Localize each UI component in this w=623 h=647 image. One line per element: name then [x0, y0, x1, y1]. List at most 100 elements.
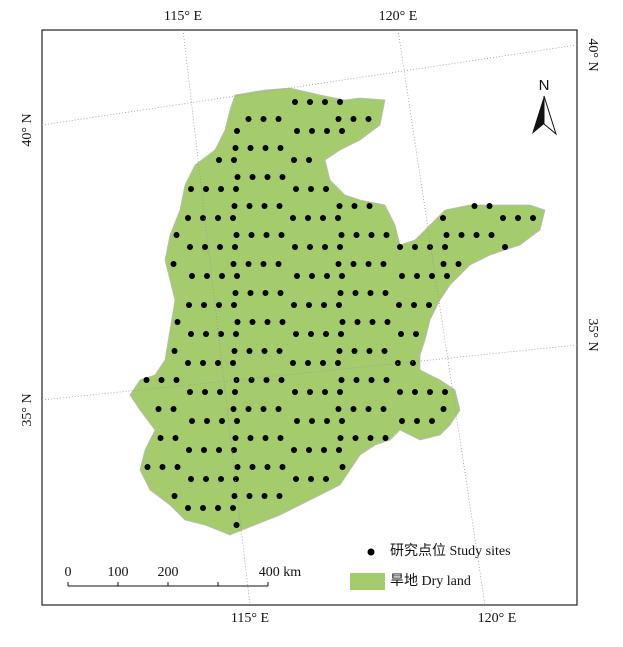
study-site: [336, 302, 342, 308]
study-site: [231, 348, 238, 354]
legend: 研究点位 Study sites 旱地 Dry land: [350, 543, 511, 590]
study-site: [261, 348, 268, 354]
study-site: [411, 302, 417, 308]
study-site: [293, 476, 299, 482]
study-site: [275, 406, 282, 412]
study-site: [338, 232, 345, 238]
study-site: [307, 389, 313, 395]
study-site: [264, 464, 271, 470]
study-site: [188, 186, 194, 192]
study-site: [368, 232, 375, 238]
study-site: [383, 377, 390, 383]
study-site: [324, 273, 330, 279]
study-site: [429, 418, 435, 424]
study-site: [279, 464, 286, 470]
study-site: [187, 389, 193, 395]
study-site: [292, 244, 298, 250]
study-site: [384, 319, 391, 325]
study-site: [261, 493, 268, 499]
scale-label: 400 km: [259, 565, 302, 580]
study-site: [218, 186, 224, 192]
parallel: [41, 44, 578, 126]
study-site: [290, 215, 296, 221]
study-site: [204, 418, 210, 424]
study-site: [189, 273, 195, 279]
study-site: [230, 360, 236, 366]
study-site: [204, 273, 210, 279]
study-site: [383, 232, 390, 238]
scale-label: 0: [65, 565, 72, 580]
study-site: [306, 447, 312, 453]
scale-label: 100: [108, 565, 129, 580]
study-site: [219, 418, 225, 424]
study-site: [365, 116, 372, 122]
study-site: [350, 261, 357, 267]
study-site: [247, 435, 254, 441]
study-site: [320, 360, 326, 366]
study-site: [278, 232, 285, 238]
study-site: [335, 261, 342, 267]
study-site: [352, 435, 359, 441]
study-site: [399, 273, 405, 279]
study-site: [262, 145, 269, 151]
study-site: [335, 116, 342, 122]
study-site: [322, 244, 328, 250]
study-site: [233, 232, 240, 238]
study-site: [308, 331, 314, 337]
study-site: [410, 360, 416, 366]
study-site: [412, 389, 418, 395]
study-site: [249, 464, 256, 470]
study-site: [279, 319, 286, 325]
study-site: [380, 406, 387, 412]
meridian: [397, 29, 486, 606]
study-site: [170, 406, 177, 412]
study-site: [231, 447, 237, 453]
legend-label: 旱地 Dry land: [390, 573, 471, 589]
study-site: [248, 377, 255, 383]
study-site: [144, 464, 151, 470]
study-site: [339, 128, 345, 134]
study-site: [339, 464, 346, 470]
study-site: [443, 232, 450, 238]
study-site: [248, 232, 255, 238]
study-site: [455, 261, 462, 267]
study-site: [174, 464, 181, 470]
study-site: [351, 348, 358, 354]
study-site: [322, 389, 328, 395]
study-site: [306, 157, 312, 163]
study-site: [473, 232, 480, 238]
study-site: [233, 186, 239, 192]
study-site: [335, 215, 341, 221]
study-site: [323, 186, 329, 192]
study-site: [234, 273, 240, 279]
study-site: [458, 232, 465, 238]
study-site: [185, 215, 191, 221]
study-site: [217, 389, 223, 395]
study-site: [351, 203, 358, 209]
study-site: [429, 273, 435, 279]
study-site: [247, 145, 254, 151]
study-site: [234, 128, 240, 134]
scale-bar: 0 100 200 400 km: [65, 565, 302, 587]
study-site: [276, 203, 283, 209]
study-site: [291, 447, 297, 453]
study-site: [231, 493, 238, 499]
study-site: [233, 522, 240, 528]
study-site: [440, 215, 446, 221]
study-site: [530, 215, 536, 221]
study-site: [502, 244, 508, 250]
study-site: [263, 377, 270, 383]
study-site: [230, 261, 237, 267]
lat-label: 35° N: [585, 318, 600, 351]
meridian: [182, 29, 251, 606]
study-site: [444, 273, 450, 279]
study-site: [232, 244, 238, 250]
study-site: [352, 290, 359, 296]
study-site: [339, 418, 345, 424]
study-site: [277, 145, 284, 151]
study-site: [381, 348, 388, 354]
study-site: [171, 348, 178, 354]
study-site: [231, 157, 237, 163]
study-site: [294, 418, 300, 424]
